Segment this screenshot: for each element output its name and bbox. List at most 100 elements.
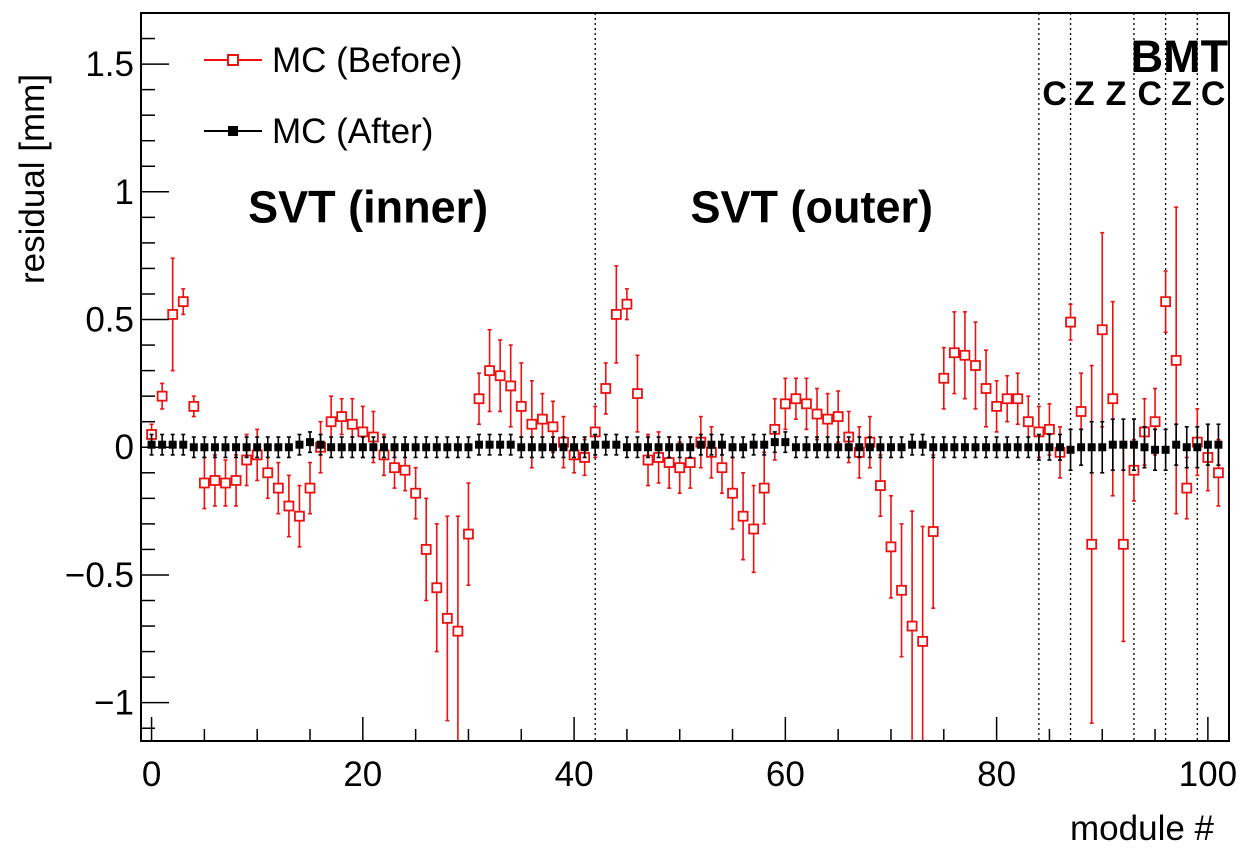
data-point xyxy=(369,443,378,452)
y-tick-label: 0 xyxy=(115,428,134,467)
data-point xyxy=(496,440,505,449)
data-point xyxy=(813,443,822,452)
data-point xyxy=(980,383,992,394)
data-point xyxy=(1065,316,1076,328)
x-tick-label: 40 xyxy=(555,755,594,794)
data-point xyxy=(570,443,579,452)
data-point xyxy=(823,443,832,452)
y-tick-label: 1 xyxy=(115,173,134,212)
data-point xyxy=(1087,443,1096,452)
data-point xyxy=(865,443,874,452)
data-point xyxy=(156,390,168,402)
data-point xyxy=(737,510,749,522)
data-point xyxy=(168,440,177,449)
data-point xyxy=(209,475,221,486)
region-label-bmt: BMT xyxy=(1131,31,1228,82)
data-point xyxy=(1181,482,1193,494)
data-point xyxy=(379,443,388,452)
data-point xyxy=(633,443,642,452)
data-point xyxy=(938,372,950,384)
data-point xyxy=(929,443,938,452)
data-point xyxy=(548,443,557,452)
data-point xyxy=(1129,440,1138,449)
data-point xyxy=(970,360,981,371)
data-point xyxy=(158,440,167,449)
data-point xyxy=(982,443,991,452)
series-after xyxy=(147,418,1223,474)
data-point xyxy=(422,443,431,452)
data-point xyxy=(1098,443,1107,452)
data-point xyxy=(644,443,653,452)
data-point xyxy=(263,443,272,452)
data-point xyxy=(885,541,897,553)
bmt-layer-label: Z xyxy=(1074,75,1095,113)
data-point xyxy=(304,482,316,494)
data-point xyxy=(1149,416,1161,428)
data-point xyxy=(991,400,1003,412)
data-point xyxy=(654,443,663,452)
data-point xyxy=(674,462,686,474)
data-point xyxy=(210,443,219,452)
data-point xyxy=(760,440,769,449)
data-point xyxy=(758,482,770,494)
data-point xyxy=(686,443,695,452)
data-point xyxy=(515,400,527,412)
data-point xyxy=(886,443,895,452)
plot-frame xyxy=(140,12,1230,742)
x-axis-label: module # xyxy=(1070,809,1215,848)
data-point xyxy=(1066,445,1075,454)
data-point xyxy=(739,443,748,452)
x-tick-label: 100 xyxy=(1179,755,1237,794)
data-point xyxy=(621,298,633,310)
data-point xyxy=(716,462,728,474)
data-point xyxy=(1022,416,1034,428)
data-point xyxy=(1193,443,1202,452)
data-point xyxy=(992,443,1001,452)
data-point xyxy=(610,309,622,320)
data-point xyxy=(295,440,304,449)
data-point xyxy=(401,443,410,452)
data-point xyxy=(242,443,251,452)
data-point xyxy=(506,440,515,449)
data-point xyxy=(306,438,315,447)
data-point xyxy=(547,421,559,433)
data-point xyxy=(822,413,834,425)
data-point xyxy=(538,443,547,452)
data-point xyxy=(684,457,696,468)
data-point xyxy=(283,500,295,512)
data-point xyxy=(1160,296,1172,308)
data-point xyxy=(876,443,885,452)
y-tick-label: −0.5 xyxy=(65,556,134,595)
data-point xyxy=(1013,443,1022,452)
data-point xyxy=(801,398,812,410)
data-point xyxy=(410,487,422,499)
data-point xyxy=(453,443,462,452)
data-point xyxy=(1024,443,1033,452)
data-point xyxy=(189,443,198,452)
data-point xyxy=(580,443,589,452)
data-point xyxy=(696,440,705,449)
data-point xyxy=(230,475,242,486)
data-point xyxy=(475,440,484,449)
data-point xyxy=(443,443,452,452)
x-axis: 0 20 40 60 80 100 xyxy=(142,717,1237,794)
data-point xyxy=(1170,354,1182,366)
data-point xyxy=(959,349,971,361)
data-point xyxy=(1096,324,1108,336)
region-separators xyxy=(594,13,1198,741)
data-point xyxy=(727,487,738,499)
bmt-layer-label: Z xyxy=(1106,75,1127,113)
data-point xyxy=(707,440,716,449)
data-point xyxy=(1012,393,1024,405)
data-point xyxy=(348,443,357,452)
data-point xyxy=(918,440,927,449)
data-point xyxy=(536,413,548,425)
data-point xyxy=(1140,443,1149,452)
data-point xyxy=(971,443,980,452)
data-point xyxy=(441,612,453,624)
data-point xyxy=(484,365,495,377)
data-point xyxy=(875,480,886,491)
data-point xyxy=(779,398,791,410)
data-point xyxy=(1182,443,1191,452)
